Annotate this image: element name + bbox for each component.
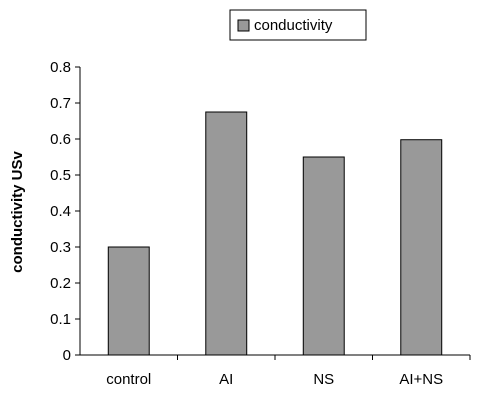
x-category-label: AI+NS bbox=[399, 371, 443, 388]
bar-ns bbox=[302, 156, 345, 356]
legend-label: conductivity bbox=[254, 17, 333, 34]
bar-control bbox=[107, 246, 150, 356]
y-tick-label: 0.8 bbox=[50, 59, 71, 76]
y-tick-label: 0.1 bbox=[50, 311, 71, 328]
bar-ai-ns bbox=[400, 139, 443, 356]
x-category-label: NS bbox=[313, 371, 334, 388]
y-axis-title: conductivity USv bbox=[9, 151, 26, 273]
x-category-label: AI bbox=[219, 371, 233, 388]
y-tick-label: 0.3 bbox=[50, 239, 71, 256]
y-tick-label: 0.7 bbox=[50, 95, 71, 112]
y-tick-label: 0.5 bbox=[50, 167, 71, 184]
y-tick-label: 0.4 bbox=[50, 203, 71, 220]
legend-box bbox=[229, 9, 367, 41]
plot-area: 0 0.1 0.2 0.3 0.4 0.5 0.6 0.7 0.8 control AI NS AI+N… bbox=[50, 59, 471, 388]
y-tick-label: 0 bbox=[63, 347, 71, 364]
y-tick-label: 0.6 bbox=[50, 131, 71, 148]
legend: conductivity bbox=[229, 9, 367, 41]
bar-ai bbox=[205, 111, 248, 356]
y-tick-label: 0.2 bbox=[50, 275, 71, 292]
x-category-label: control bbox=[106, 371, 151, 388]
legend-swatch bbox=[237, 19, 250, 32]
